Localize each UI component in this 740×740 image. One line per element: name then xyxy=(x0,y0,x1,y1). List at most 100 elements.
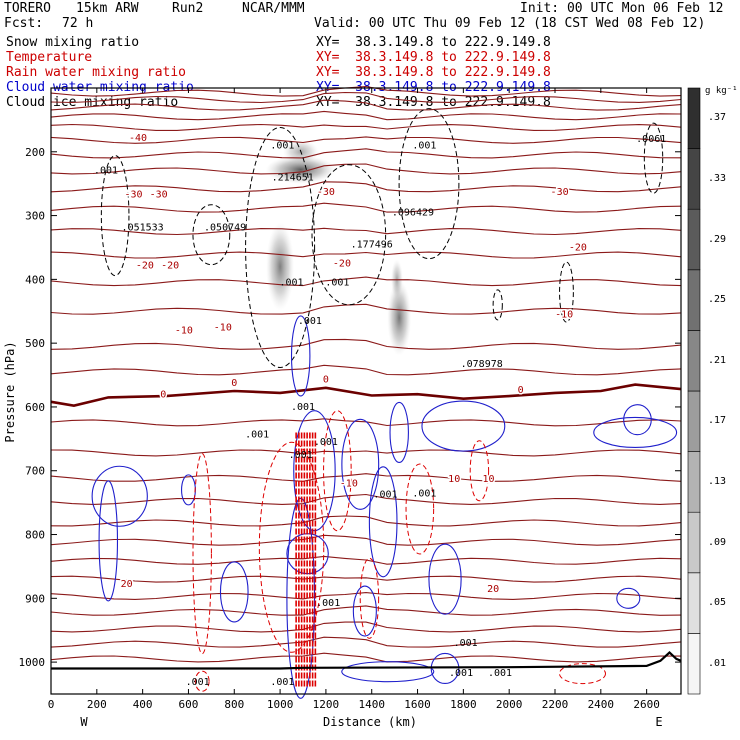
field-xy-range: XY= 38.3.149.8 to 222.9.149.8 xyxy=(316,65,551,80)
cloud-water-contour xyxy=(616,587,641,609)
colorbar-swatch xyxy=(687,269,701,331)
isotherm xyxy=(50,555,682,565)
colorbar-label: .09 xyxy=(708,536,727,548)
max-value-label: .177496 xyxy=(351,239,393,250)
max-value-label: .001 xyxy=(488,668,512,679)
max-value-label: .001 xyxy=(314,437,338,448)
temperature-label: -20 xyxy=(161,261,179,272)
isotherm xyxy=(50,636,682,648)
field-name: Temperature xyxy=(6,50,93,65)
cloud-water-contour xyxy=(623,404,652,436)
isotherm xyxy=(50,575,682,583)
max-value-label: .001 xyxy=(94,165,118,176)
temperature-label: 20 xyxy=(487,584,499,595)
model-name: TORERO xyxy=(4,1,51,16)
max-value-label: .001 xyxy=(298,316,322,327)
isotherm xyxy=(50,91,682,104)
cloud-water-contour xyxy=(368,466,398,578)
temperature-label: -10 xyxy=(214,322,232,333)
temperature-label: -30 xyxy=(150,190,168,201)
freezing-level-isotherm xyxy=(50,383,682,408)
terrain-line xyxy=(51,651,682,670)
max-value-label: .001 xyxy=(412,141,436,152)
colorbar-label: .37 xyxy=(708,112,727,124)
y-tick-label: 700 xyxy=(25,465,45,478)
colorbar-label: .33 xyxy=(708,172,727,184)
init-time: Init: 00 UTC Mon 06 Feb 12 xyxy=(520,1,724,16)
isotherm xyxy=(50,99,682,111)
snow-shading-blob xyxy=(265,155,336,184)
cloud-ice-contour xyxy=(192,204,231,266)
colorbar-label: .05 xyxy=(708,597,727,609)
cloud-ice-contour xyxy=(311,164,387,306)
x-tick-label: 400 xyxy=(133,698,153,711)
isotherm xyxy=(50,181,682,193)
terrain xyxy=(51,651,682,670)
y-tick-label: 900 xyxy=(25,592,45,605)
isotherm xyxy=(50,493,682,505)
isotherm xyxy=(50,418,682,427)
colorbar-swatch xyxy=(687,208,701,271)
rain-water-contour xyxy=(323,410,352,532)
y-tick-label: 800 xyxy=(25,529,45,542)
cloud-water-contour xyxy=(286,497,316,699)
x-tick-label: 2000 xyxy=(496,698,523,711)
cloud-water-contour xyxy=(593,416,678,449)
x-tick-label: 0 xyxy=(48,698,55,711)
max-value-label: .001 xyxy=(316,598,340,609)
colorbar-swatch xyxy=(687,330,701,392)
field-xy-range: XY= 38.3.149.8 to 222.9.149.8 xyxy=(316,50,551,65)
colorbar-swatch xyxy=(687,633,701,695)
rain-water-contour xyxy=(558,663,606,685)
max-value-label: .001 xyxy=(412,488,436,499)
isotherm xyxy=(50,251,682,259)
colorbar-swatch xyxy=(687,87,701,149)
max-value-label: .001 xyxy=(270,677,294,688)
rain-water-contours xyxy=(192,410,606,692)
max-value-label: .001 xyxy=(270,141,294,152)
x-end-east: E xyxy=(655,715,662,729)
isotherm xyxy=(50,621,682,633)
isotherm xyxy=(50,652,681,663)
field-name: Rain water mixing ratio xyxy=(6,65,187,80)
institution: NCAR/MMM xyxy=(242,1,305,16)
max-value-label: .001 xyxy=(449,668,473,679)
temperature-label: 0 xyxy=(160,389,166,400)
colorbar-swatch xyxy=(687,390,701,452)
colorbar-label: .13 xyxy=(708,475,727,487)
cloud-ice-contour xyxy=(492,289,503,321)
temperature-label: -10 xyxy=(175,326,193,337)
isotherm xyxy=(50,449,682,457)
temperature-label: 0 xyxy=(323,375,329,386)
temperature-contours xyxy=(50,85,682,663)
temperature-label: -20 xyxy=(333,259,351,270)
max-value-label: .051533 xyxy=(122,222,164,233)
x-tick-label: 2600 xyxy=(633,698,660,711)
rain-water-contour xyxy=(258,441,325,653)
isotherm xyxy=(50,338,682,350)
isotherm xyxy=(50,534,682,546)
max-value-label: .001 xyxy=(325,278,349,289)
cloud-water-contour xyxy=(389,401,409,464)
max-value-label: .001 xyxy=(186,677,210,688)
fcst-value: 72 h xyxy=(62,16,94,31)
isotherm xyxy=(50,148,682,159)
x-tick-label: 1600 xyxy=(404,698,431,711)
cloud-water-contour xyxy=(293,410,336,532)
isotherm xyxy=(50,303,682,315)
cloud-ice-contour xyxy=(643,122,664,194)
temperature-label: 0 xyxy=(231,378,237,389)
isotherm xyxy=(50,123,682,131)
max-value-label: .078978 xyxy=(461,359,503,370)
isotherm xyxy=(50,592,682,600)
isotherm xyxy=(50,276,682,287)
cloud-water-contour xyxy=(98,480,119,602)
temperature-label: 20 xyxy=(121,579,133,590)
cloud-water-contour xyxy=(421,400,506,452)
y-tick-label: 1000 xyxy=(19,656,46,669)
x-tick-label: 2400 xyxy=(588,698,615,711)
cloud-water-contour xyxy=(428,543,462,615)
temperature-label: 10 xyxy=(448,474,460,485)
snow-shading-blob xyxy=(387,279,412,356)
temperature-label: 0 xyxy=(518,385,524,396)
